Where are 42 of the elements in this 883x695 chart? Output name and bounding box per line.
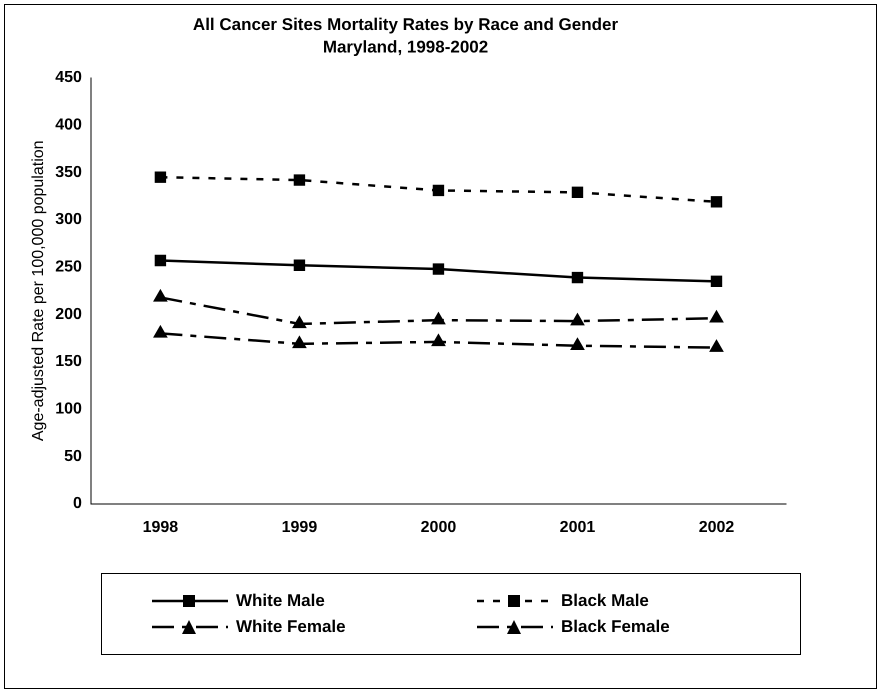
point bbox=[570, 313, 584, 326]
y-tick-label: 150 bbox=[55, 353, 82, 370]
x-tick-label: 2001 bbox=[560, 518, 596, 536]
point bbox=[710, 196, 722, 208]
point bbox=[432, 312, 446, 324]
point bbox=[294, 174, 306, 186]
legend-label: White Male bbox=[236, 591, 325, 611]
point bbox=[710, 310, 724, 323]
legend-label: Black Male bbox=[561, 591, 649, 611]
x-tick-label: 1998 bbox=[142, 518, 178, 536]
x-tick-label: 1999 bbox=[282, 518, 318, 536]
y-axis-title: Age-adjusted Rate per 100,000 population bbox=[30, 140, 48, 442]
point bbox=[432, 334, 446, 346]
y-tick-label: 200 bbox=[55, 306, 82, 323]
y-tick-label: 450 bbox=[55, 69, 82, 86]
y-tick-label: 400 bbox=[55, 116, 82, 134]
point bbox=[710, 276, 722, 288]
point bbox=[572, 272, 584, 284]
point bbox=[432, 263, 444, 275]
chart-title: All Cancer Sites Mortality Rates by Race and Gender bbox=[192, 14, 618, 34]
y-tick-label: 50 bbox=[64, 448, 82, 465]
y-tick-label: 0 bbox=[72, 495, 82, 512]
y-tick-label: 100 bbox=[55, 400, 82, 418]
point bbox=[570, 338, 584, 350]
legend-label: White Female bbox=[236, 617, 346, 637]
point bbox=[292, 336, 306, 348]
y-tick-label: 250 bbox=[55, 258, 82, 276]
point bbox=[154, 172, 166, 183]
point bbox=[154, 254, 166, 266]
x-tick-label: 2002 bbox=[698, 518, 734, 536]
y-tick-label: 350 bbox=[55, 164, 82, 181]
y-tick-label: 300 bbox=[55, 211, 82, 228]
point bbox=[154, 326, 168, 338]
x-tick-label: 2000 bbox=[420, 518, 456, 536]
point bbox=[572, 186, 584, 198]
point bbox=[294, 260, 306, 271]
point bbox=[292, 316, 306, 328]
point bbox=[432, 184, 444, 196]
legend-label: Black Female bbox=[561, 617, 670, 637]
chart-subtitle: Maryland, 1998-2002 bbox=[322, 37, 488, 56]
point bbox=[154, 290, 168, 302]
point bbox=[710, 340, 724, 352]
